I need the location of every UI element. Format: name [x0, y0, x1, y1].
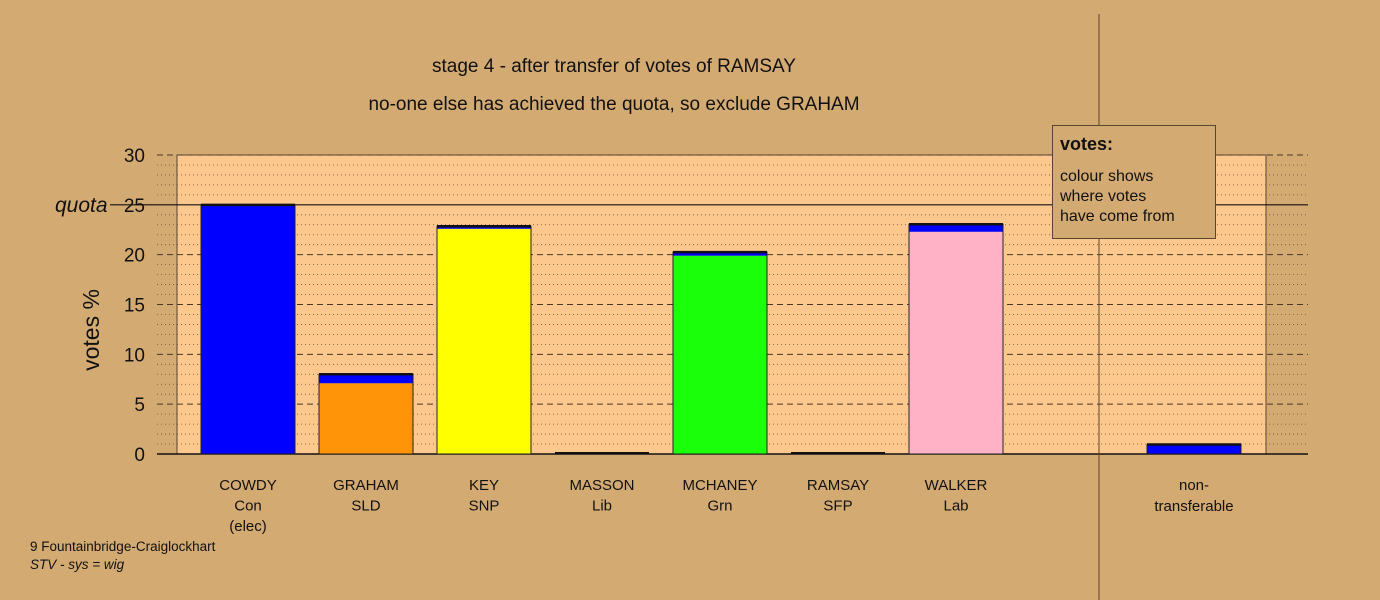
chart-subtitle: no-one else has achieved the quota, so e…: [368, 94, 859, 115]
x-tick-label: Con: [234, 498, 262, 515]
legend-line: have come from: [1060, 208, 1175, 225]
bar-segment: [201, 204, 295, 454]
bar-segment: [319, 383, 413, 454]
bar-segment: [673, 255, 767, 454]
x-tick-label: SNP: [469, 498, 500, 515]
x-tick-label: Grn: [707, 498, 732, 515]
ward-name: 9 Fountainbridge-Craiglockhart: [30, 539, 216, 554]
x-tick-label: RAMSAY: [807, 477, 869, 494]
bar-segment: [319, 374, 413, 384]
y-tick-label: 20: [124, 246, 145, 267]
y-ticks: 0 5 10 15 20 25 30: [124, 146, 145, 466]
bar-segment: [1147, 444, 1241, 454]
bars: [200, 203, 1242, 455]
x-tick-label: SFP: [823, 498, 852, 515]
x-tick-label: MCHANEY: [682, 477, 757, 494]
y-tick-label: 15: [124, 296, 145, 317]
legend: votes: colour shows where votes have com…: [1052, 125, 1216, 239]
y-tick-label: 30: [124, 146, 145, 167]
x-tick-label: Lib: [592, 498, 612, 515]
x-tick-label: COWDY: [219, 477, 277, 494]
bar-segment: [437, 228, 531, 454]
chart-title: stage 4 - after transfer of votes of RAM…: [432, 56, 796, 77]
x-tick-label: WALKER: [925, 477, 988, 494]
x-tick-label: (elec): [229, 518, 267, 535]
x-tick-label: Lab: [943, 498, 968, 515]
legend-line: where votes: [1060, 188, 1147, 205]
x-tick-label: GRAHAM: [333, 477, 399, 494]
system-label: STV - sys = wig: [30, 557, 125, 572]
legend-line: colour shows: [1060, 168, 1154, 185]
quota-label: quota: [55, 194, 108, 217]
bar-segment: [909, 224, 1003, 232]
x-tick-label: KEY: [469, 477, 499, 494]
y-tick-label: 0: [134, 445, 145, 466]
bar-segment: [673, 252, 767, 256]
x-tick-label: SLD: [351, 498, 380, 515]
y-tick-label: 5: [134, 395, 145, 416]
footer: 9 Fountainbridge-Craiglockhart STV - sys…: [30, 538, 215, 574]
x-tick-label: transferable: [1154, 498, 1233, 515]
y-tick-label: 25: [124, 196, 145, 217]
y-axis-label: votes %: [78, 289, 104, 371]
y-tick-label: 10: [124, 345, 145, 366]
legend-title: votes:: [1060, 134, 1114, 154]
x-tick-label: MASSON: [569, 477, 634, 494]
bar-segment: [909, 231, 1003, 454]
x-labels: COWDY Con (elec) GRAHAM SLD KEY SNP MASSON Lib MC…: [219, 477, 1233, 535]
x-tick-label: non-: [1179, 477, 1209, 494]
